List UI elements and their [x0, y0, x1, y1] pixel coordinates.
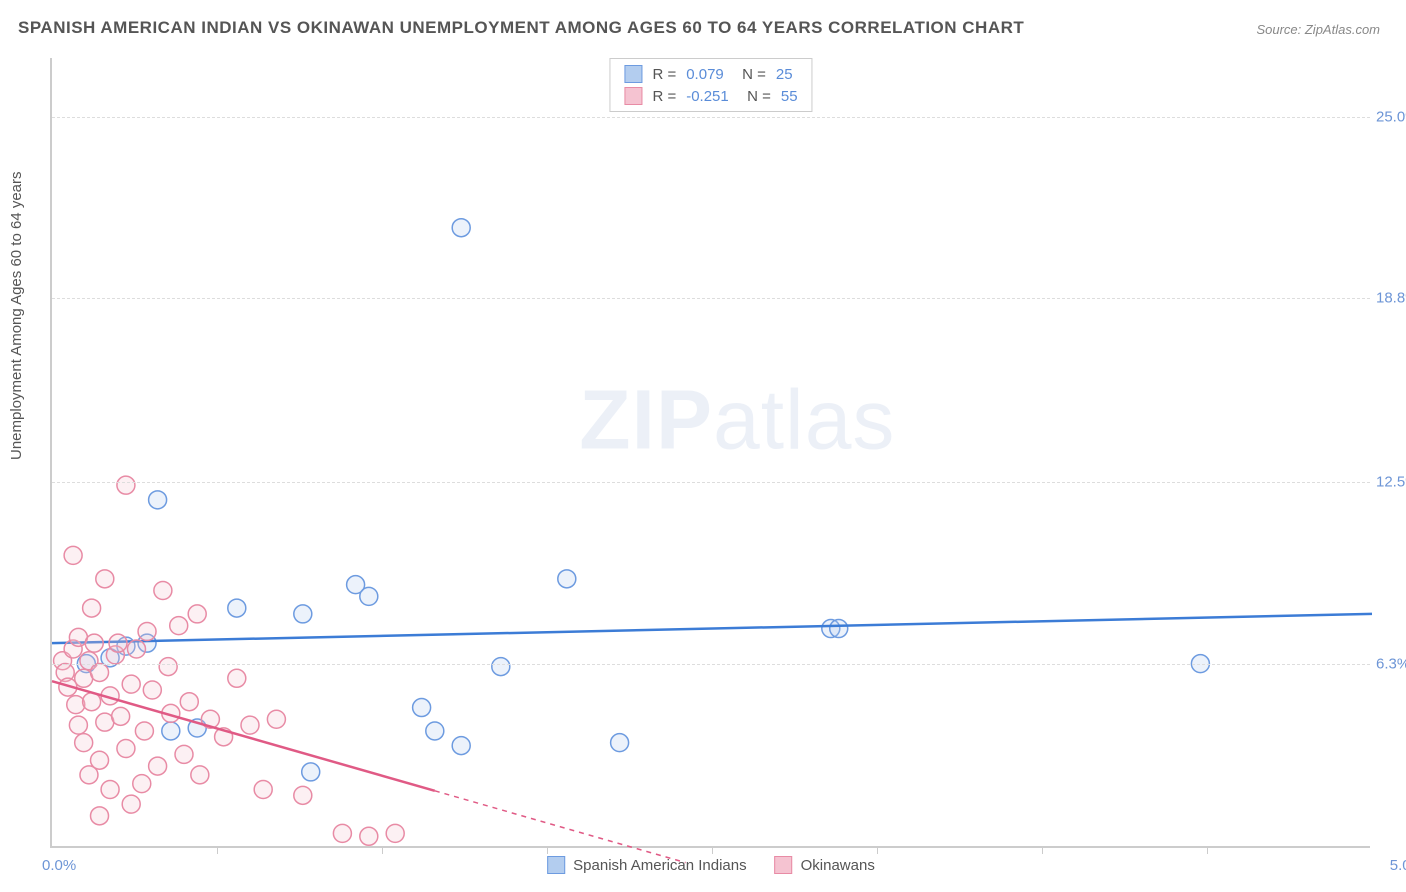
data-point-series-0 — [162, 722, 180, 740]
x-origin-label: 0.0% — [42, 857, 76, 874]
y-tick-label: 25.0% — [1376, 108, 1406, 125]
data-point-series-1 — [386, 824, 404, 842]
data-point-series-0 — [294, 605, 312, 623]
series-legend: Spanish American Indians Okinawans — [547, 856, 875, 874]
data-point-series-1 — [112, 707, 130, 725]
legend-label-1: Okinawans — [801, 857, 875, 874]
x-tick — [547, 846, 548, 854]
data-point-series-1 — [154, 582, 172, 600]
data-point-series-1 — [67, 696, 85, 714]
x-tick — [712, 846, 713, 854]
data-point-series-1 — [294, 786, 312, 804]
data-point-series-1 — [138, 622, 156, 640]
data-point-series-1 — [143, 681, 161, 699]
data-point-series-1 — [170, 617, 188, 635]
y-axis-label: Unemployment Among Ages 60 to 64 years — [8, 171, 25, 460]
data-point-series-1 — [180, 693, 198, 711]
gridline — [52, 117, 1370, 118]
data-point-series-0 — [558, 570, 576, 588]
data-point-series-1 — [101, 780, 119, 798]
data-point-series-1 — [133, 775, 151, 793]
plot-area: ZIPatlas R = 0.079 N = 25 R = -0.251 N =… — [50, 58, 1370, 848]
data-point-series-0 — [228, 599, 246, 617]
data-point-series-0 — [413, 699, 431, 717]
x-max-label: 5.0% — [1390, 857, 1406, 874]
data-point-series-1 — [117, 476, 135, 494]
data-point-series-1 — [333, 824, 351, 842]
y-tick-label: 6.3% — [1376, 655, 1406, 672]
data-point-series-0 — [360, 587, 378, 605]
trend-line-series-0 — [52, 614, 1372, 643]
y-tick-label: 18.8% — [1376, 289, 1406, 306]
data-point-series-1 — [241, 716, 259, 734]
scatter-svg — [52, 58, 1370, 846]
data-point-series-1 — [85, 634, 103, 652]
data-point-series-1 — [135, 722, 153, 740]
data-point-series-0 — [426, 722, 444, 740]
data-point-series-1 — [117, 740, 135, 758]
y-tick-label: 12.5% — [1376, 474, 1406, 491]
data-point-series-1 — [191, 766, 209, 784]
data-point-series-1 — [159, 658, 177, 676]
data-point-series-0 — [830, 620, 848, 638]
gridline — [52, 664, 1370, 665]
data-point-series-1 — [75, 734, 93, 752]
data-point-series-1 — [149, 757, 167, 775]
data-point-series-1 — [188, 605, 206, 623]
data-point-series-0 — [452, 737, 470, 755]
legend-label-0: Spanish American Indians — [573, 857, 746, 874]
data-point-series-1 — [64, 546, 82, 564]
data-point-series-1 — [83, 599, 101, 617]
chart-title: SPANISH AMERICAN INDIAN VS OKINAWAN UNEM… — [18, 18, 1024, 38]
source-attribution: Source: ZipAtlas.com — [1256, 22, 1380, 37]
data-point-series-0 — [302, 763, 320, 781]
data-point-series-1 — [254, 780, 272, 798]
legend-item-1: Okinawans — [775, 856, 875, 874]
legend-swatch-1 — [775, 856, 793, 874]
data-point-series-0 — [492, 658, 510, 676]
data-point-series-1 — [122, 675, 140, 693]
gridline — [52, 482, 1370, 483]
trend-line-series-1 — [52, 681, 435, 791]
x-tick — [1207, 846, 1208, 854]
x-tick — [877, 846, 878, 854]
legend-item-0: Spanish American Indians — [547, 856, 746, 874]
data-point-series-0 — [452, 219, 470, 237]
data-point-series-1 — [228, 669, 246, 687]
data-point-series-1 — [91, 751, 109, 769]
data-point-series-0 — [611, 734, 629, 752]
data-point-series-1 — [127, 640, 145, 658]
legend-swatch-0 — [547, 856, 565, 874]
trend-line-dashed-series-1 — [435, 791, 686, 863]
data-point-series-1 — [91, 807, 109, 825]
data-point-series-0 — [149, 491, 167, 509]
x-tick — [382, 846, 383, 854]
data-point-series-1 — [122, 795, 140, 813]
x-tick — [1042, 846, 1043, 854]
data-point-series-1 — [267, 710, 285, 728]
data-point-series-1 — [175, 745, 193, 763]
data-point-series-1 — [69, 716, 87, 734]
data-point-series-1 — [109, 634, 127, 652]
data-point-series-1 — [91, 663, 109, 681]
data-point-series-1 — [360, 827, 378, 845]
gridline — [52, 298, 1370, 299]
data-point-series-1 — [96, 570, 114, 588]
x-tick — [217, 846, 218, 854]
